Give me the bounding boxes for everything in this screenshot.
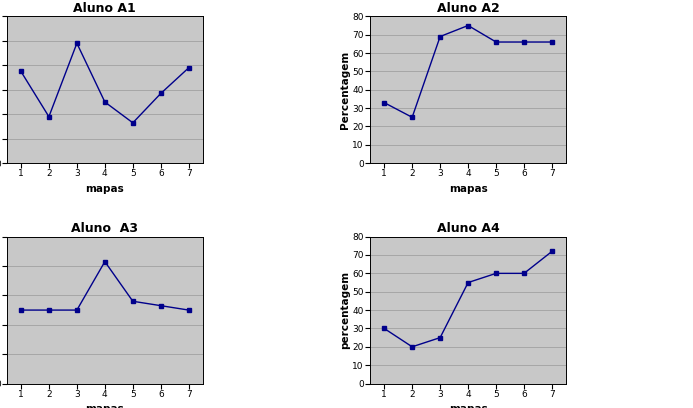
percentagem
de
hierarquias
coerentes — [17, 308, 25, 313]
X-axis label: mapas: mapas — [85, 184, 124, 194]
percentagem
de
hierarquias
coerentes — [436, 34, 444, 39]
X-axis label: mapas: mapas — [449, 404, 487, 408]
percentagem
de niveis
hierarquicos
coerentes — [157, 91, 165, 96]
percentagem
de
hierarquias
coerentes — [380, 100, 388, 105]
percentagem
de
hierarquias
coerentes — [436, 335, 444, 340]
percentagem
de
hierarquias
coerentes — [45, 308, 53, 313]
percentagem
de niveis
hierarquicos
coerentes — [73, 41, 81, 46]
percentagem
de
hierarquias
coerentes — [380, 326, 388, 331]
Title: Aluno A1: Aluno A1 — [73, 2, 137, 15]
percentagem
de
hierarquias
coerentes — [100, 259, 109, 264]
Title: Aluno A2: Aluno A2 — [437, 2, 500, 15]
Legend: percentagem
de
hierarquias
coerentes: percentagem de hierarquias coerentes — [201, 286, 296, 335]
percentagem
de niveis
hierarquicos
coerentes — [100, 100, 109, 104]
Line: percentagem
de
hierarquias
coerentes: percentagem de hierarquias coerentes — [19, 259, 191, 313]
Title: Aluno  A3: Aluno A3 — [71, 222, 139, 235]
percentagem
de niveis
hierarquicos
coerentes — [184, 65, 193, 70]
Legend: percentagem
de
hierarquias
coerentes: percentagem de hierarquias coerentes — [565, 65, 659, 114]
Legend: percentagem
de niveis
hierarquicos
coerentes: percentagem de niveis hierarquicos coere… — [201, 65, 296, 114]
Legend: percentagem
de
hierarquias
coerentes: percentagem de hierarquias coerentes — [565, 286, 659, 335]
percentagem
de niveis
hierarquicos
coerentes — [129, 120, 137, 125]
percentagem
de
hierarquias
coerentes — [492, 40, 500, 44]
Y-axis label: percentagem: percentagem — [340, 271, 350, 349]
percentagem
de
hierarquias
coerentes — [548, 249, 556, 254]
percentagem
de
hierarquias
coerentes — [157, 303, 165, 308]
percentagem
de
hierarquias
coerentes — [520, 271, 528, 276]
percentagem
de
hierarquias
coerentes — [548, 40, 556, 44]
percentagem
de
hierarquias
coerentes — [408, 344, 416, 349]
Title: Aluno A4: Aluno A4 — [437, 222, 500, 235]
percentagem
de
hierarquias
coerentes — [520, 40, 528, 44]
percentagem
de
hierarquias
coerentes — [184, 308, 193, 313]
percentagem
de
hierarquias
coerentes — [129, 299, 137, 304]
Line: percentagem
de niveis
hierarquicos
coerentes: percentagem de niveis hierarquicos coere… — [19, 41, 191, 125]
X-axis label: mapas: mapas — [449, 184, 487, 194]
percentagem
de
hierarquias
coerentes — [492, 271, 500, 276]
Line: percentagem
de
hierarquias
coerentes: percentagem de hierarquias coerentes — [382, 23, 554, 120]
percentagem
de
hierarquias
coerentes — [464, 280, 472, 285]
percentagem
de niveis
hierarquicos
coerentes — [17, 69, 25, 74]
Y-axis label: Percentagem: Percentagem — [340, 51, 350, 129]
percentagem
de niveis
hierarquicos
coerentes — [45, 114, 53, 119]
Line: percentagem
de
hierarquias
coerentes: percentagem de hierarquias coerentes — [382, 249, 554, 349]
X-axis label: mapas: mapas — [85, 404, 124, 408]
percentagem
de
hierarquias
coerentes — [73, 308, 81, 313]
percentagem
de
hierarquias
coerentes — [464, 23, 472, 28]
percentagem
de
hierarquias
coerentes — [408, 115, 416, 120]
